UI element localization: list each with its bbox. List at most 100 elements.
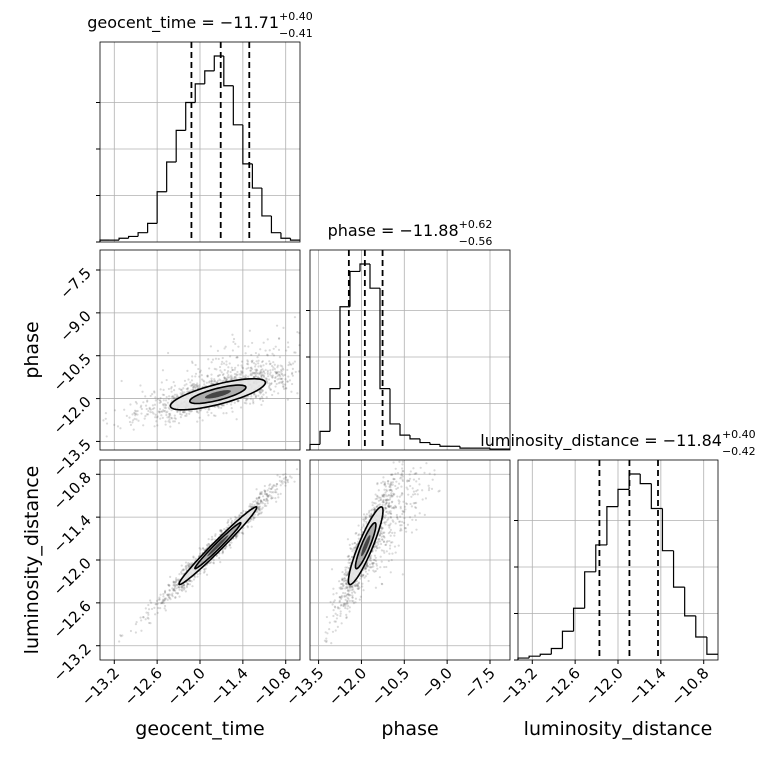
scatter-point <box>174 596 177 599</box>
scatter-point <box>152 412 155 415</box>
scatter-point <box>221 404 224 407</box>
scatter-point <box>222 412 225 415</box>
scatter-point <box>235 373 238 376</box>
scatter-point <box>291 367 294 370</box>
scatter-point <box>270 364 274 368</box>
scatter-point <box>381 583 384 586</box>
scatter-point <box>174 578 178 582</box>
scatter-point <box>168 407 171 410</box>
scatter-point <box>386 539 389 543</box>
scatter-point <box>272 354 276 357</box>
scatter-point <box>388 547 392 550</box>
scatter-point <box>178 410 182 413</box>
scatter-point <box>348 557 352 561</box>
scatter-point <box>383 481 386 484</box>
scatter-point <box>192 386 195 389</box>
scatter-point <box>288 475 292 478</box>
scatter-point <box>258 493 262 496</box>
scatter-point <box>392 492 395 495</box>
scatter-point <box>105 422 109 425</box>
scatter-point <box>431 478 434 481</box>
scatter-point <box>339 587 342 591</box>
scatter-point <box>385 495 388 498</box>
scatter-point <box>222 372 225 376</box>
scatter-point <box>362 513 366 516</box>
scatter-point <box>205 573 209 576</box>
scatter-point <box>325 637 328 640</box>
scatter-point <box>267 495 270 498</box>
x-tick-label: −13.2 <box>78 664 123 709</box>
scatter-point <box>198 386 201 389</box>
scatter-point <box>279 381 282 384</box>
scatter-point <box>413 514 417 517</box>
scatter-point <box>382 535 386 538</box>
scatter-point <box>178 387 181 390</box>
scatter-point <box>170 390 173 393</box>
scatter-point <box>235 537 238 540</box>
scatter-point <box>252 400 255 403</box>
scatter-point <box>383 521 386 524</box>
scatter-point <box>260 365 263 368</box>
scatter-point <box>187 565 190 568</box>
scatter-point <box>225 363 228 366</box>
scatter-point <box>278 373 281 377</box>
scatter-point <box>266 489 269 492</box>
scatter-point <box>192 578 196 581</box>
scatter-point <box>160 414 163 417</box>
scatter-point <box>253 516 256 519</box>
scatter-point <box>159 593 162 596</box>
scatter-point <box>264 349 267 352</box>
scatter-point <box>186 563 189 567</box>
scatter-point <box>178 573 181 576</box>
scatter-point <box>272 366 275 369</box>
x-tick-label: −12.0 <box>164 664 209 709</box>
scatter-point <box>410 531 414 534</box>
scatter-point <box>265 382 269 385</box>
scatter-point <box>144 414 147 418</box>
scatter-point <box>257 365 260 368</box>
scatter-point <box>133 417 136 420</box>
scatter-point <box>212 561 215 564</box>
scatter-point <box>401 469 404 473</box>
scatter-point <box>374 569 377 573</box>
scatter-point <box>172 420 175 423</box>
scatter-point <box>339 612 342 615</box>
scatter-point <box>257 499 260 502</box>
scatter-point <box>388 485 391 488</box>
scatter-point <box>209 345 213 348</box>
scatter-point <box>380 549 383 552</box>
scatter-point <box>264 377 267 380</box>
scatter-point <box>405 502 408 505</box>
scatter-point <box>263 504 266 507</box>
scatter-point <box>163 599 167 602</box>
scatter-point <box>284 484 287 487</box>
scatter-point <box>251 372 254 375</box>
y-tick-label: −10.5 <box>50 350 95 395</box>
scatter-point <box>163 406 166 409</box>
scatter-point <box>165 378 168 382</box>
hist-bin <box>156 191 167 224</box>
scatter-point <box>229 375 232 378</box>
scatter-point <box>399 529 402 532</box>
scatter-point <box>261 399 265 403</box>
scatter-point <box>290 363 293 366</box>
scatter-point <box>166 410 169 413</box>
scatter-point <box>163 591 167 594</box>
scatter-point <box>147 613 150 616</box>
scatter-point <box>263 491 267 494</box>
scatter-point <box>183 384 186 387</box>
scatter-point <box>246 398 249 401</box>
scatter-point <box>280 370 283 373</box>
scatter-point <box>263 502 267 506</box>
scatter-point <box>351 588 355 591</box>
scatter-point <box>280 480 283 484</box>
scatter-point <box>248 505 251 508</box>
scatter-point <box>224 345 227 348</box>
scatter-point <box>254 351 258 355</box>
scatter-point <box>186 369 189 372</box>
scatter-point <box>271 374 274 377</box>
scatter-point <box>262 375 266 379</box>
hist-bin <box>489 448 500 450</box>
scatter-point <box>402 500 405 503</box>
scatter-point <box>113 409 117 412</box>
